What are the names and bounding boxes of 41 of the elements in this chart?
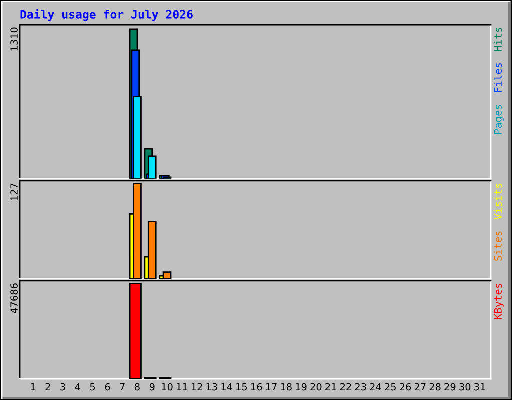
- x-tick-label: 4: [75, 383, 80, 391]
- x-tick-label: 16: [252, 383, 262, 391]
- x-tick-label: 30: [460, 383, 471, 391]
- x-tick-label: 20: [310, 383, 322, 391]
- x-tick-label: 2: [46, 383, 50, 391]
- x-tick-label: 29: [444, 383, 456, 391]
- x-tick-label: 26: [400, 383, 412, 391]
- text: 127: [10, 184, 18, 200]
- x-tick-label: 10: [162, 383, 173, 391]
- x-tick-label: 25: [385, 383, 396, 391]
- x-tick-label: 12: [192, 383, 202, 391]
- text: Visits: [494, 184, 502, 220]
- x-tick-label: 17: [266, 383, 277, 391]
- x-tick-label: 31: [474, 383, 486, 391]
- x-tick-label: 22: [340, 383, 352, 391]
- x-tick-label: 5: [90, 383, 96, 391]
- x-tick-label: 11: [177, 383, 188, 391]
- x-tick-label: 14: [222, 383, 232, 391]
- chart-title: Daily usage for July 2026: [20, 9, 193, 22]
- x-tick-label: 18: [281, 383, 292, 391]
- text: 1310: [10, 28, 18, 51]
- x-tick-label: 3: [60, 383, 66, 391]
- x-tick-label: 9: [150, 383, 155, 391]
- text: Sites: [494, 232, 502, 261]
- x-tick-label: 19: [296, 383, 307, 391]
- text: Pages: [494, 105, 504, 134]
- x-tick-label: 28: [430, 383, 441, 391]
- text: KBytes: [494, 284, 504, 320]
- x-tick-label: 21: [326, 383, 336, 391]
- text: Hits: [494, 28, 502, 52]
- x-tick-label: 7: [120, 383, 125, 391]
- x-tick-label: 8: [135, 383, 140, 391]
- x-tick-label: 23: [355, 383, 366, 391]
- x-tick-label: 6: [105, 383, 110, 391]
- x-tick-label: 27: [414, 383, 426, 391]
- text: Files: [494, 64, 502, 92]
- text: 47686: [10, 284, 18, 314]
- x-tick-label: 1: [31, 383, 36, 391]
- x-tick-label: 13: [206, 383, 218, 391]
- x-tick-label: 24: [370, 383, 382, 391]
- x-tick-label: 15: [236, 383, 248, 391]
